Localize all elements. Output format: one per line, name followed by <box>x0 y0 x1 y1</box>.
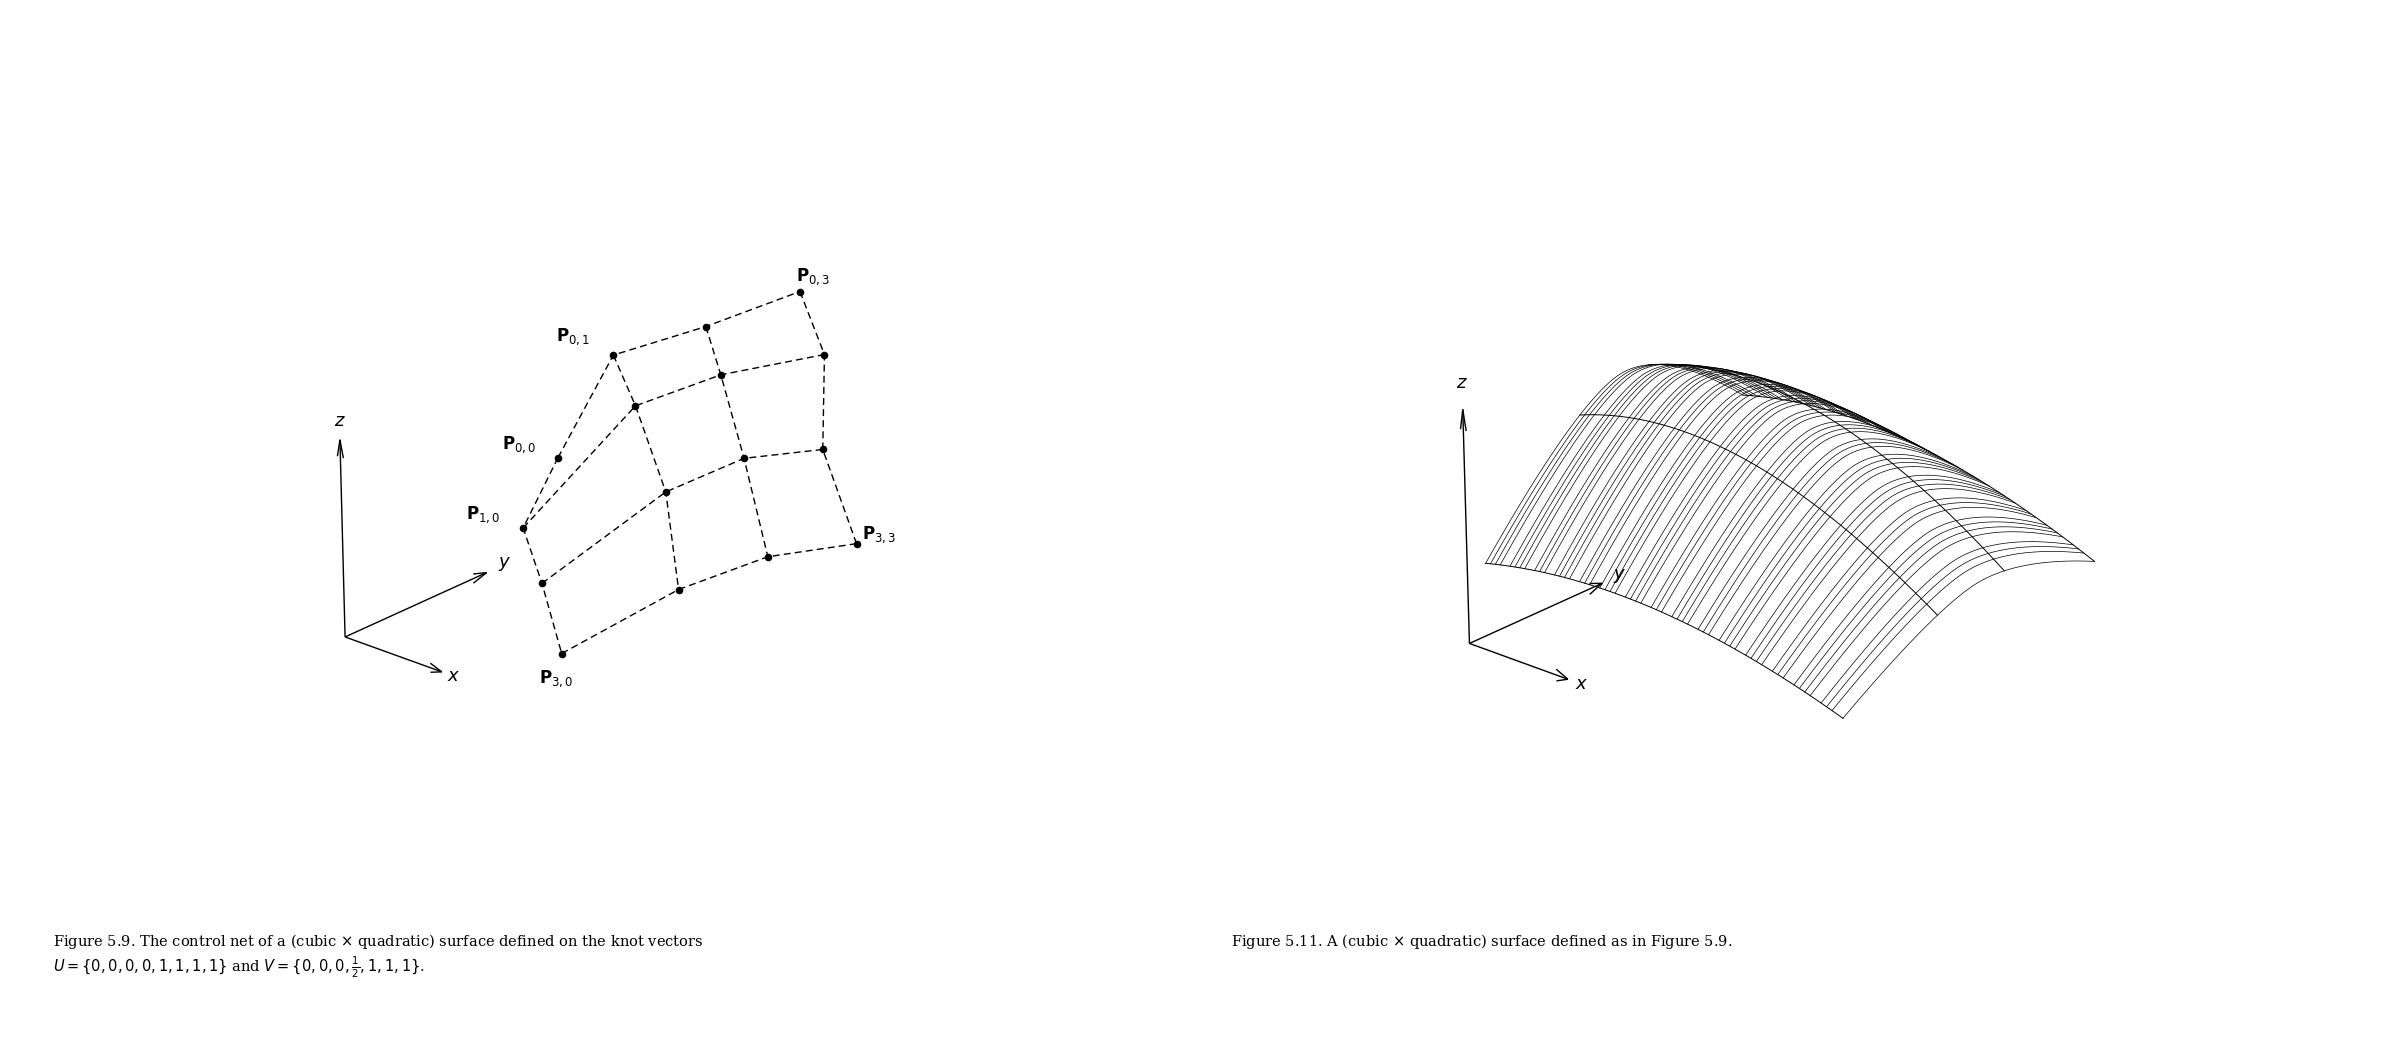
Text: Figure 5.9. The control net of a (cubic $\times$ quadratic) surface defined on t: Figure 5.9. The control net of a (cubic … <box>53 932 704 979</box>
Text: Figure 5.11. A (cubic $\times$ quadratic) surface defined as in Figure 5.9.: Figure 5.11. A (cubic $\times$ quadratic… <box>1231 932 1733 951</box>
